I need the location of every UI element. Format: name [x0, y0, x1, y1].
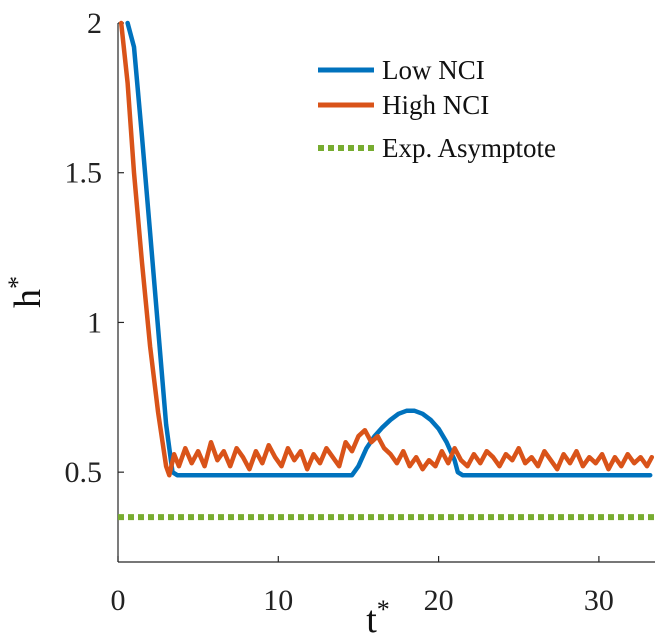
y-tick-label: 2: [87, 7, 102, 40]
y-axis-title: h*: [3, 276, 49, 308]
x-axis-title-superscript: *: [377, 595, 390, 624]
y-tick-label: 1: [87, 306, 102, 339]
x-axis-title: t*: [366, 595, 390, 641]
x-tick-label: 0: [111, 584, 126, 617]
plot-area: 0.5 1 1.5 2 0 10 20 30: [65, 7, 655, 617]
y-axis-title-text: h: [7, 289, 49, 308]
series-layer: [118, 20, 655, 521]
legend: Low NCI High NCI Exp. Asymptote: [318, 55, 556, 163]
legend-label-low-nci: Low NCI: [382, 55, 485, 85]
x-tick-label: 30: [584, 584, 614, 617]
y-tick-label: 1.5: [65, 157, 103, 190]
y-ticks: 0.5 1 1.5 2: [65, 7, 124, 489]
y-tick-label: 0.5: [65, 456, 103, 489]
series-high-nci: [118, 20, 655, 478]
y-axis-title-superscript: *: [3, 276, 32, 289]
legend-label-exp-asymptote: Exp. Asymptote: [382, 133, 556, 163]
x-axis-title-text: t: [366, 599, 377, 641]
x-tick-label: 10: [263, 584, 293, 617]
x-ticks: 0 10 20 30: [111, 556, 614, 617]
legend-label-high-nci: High NCI: [382, 90, 489, 120]
series-low-nci: [125, 20, 653, 478]
x-tick-label: 20: [424, 584, 454, 617]
